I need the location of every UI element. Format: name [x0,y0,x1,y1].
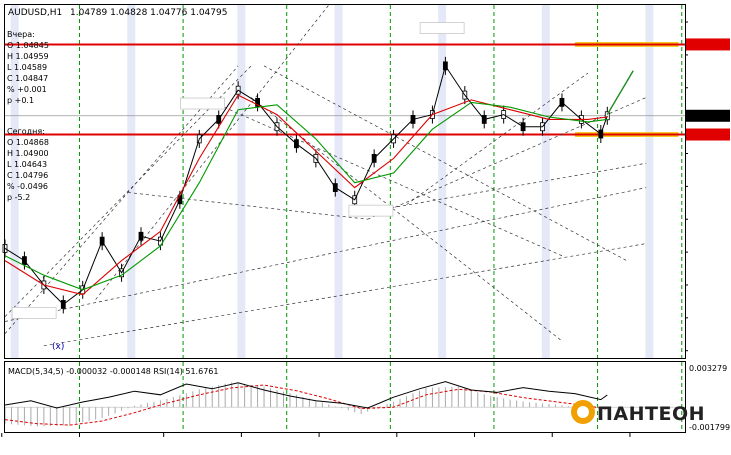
price-axis [685,21,730,352]
horizontal-levels [5,43,685,136]
today-low: L 1.04643 [7,160,47,169]
trend-line [263,65,627,261]
logo-text: ПАНТЕОН [597,403,705,425]
today-close: C 1.04796 [7,171,48,180]
logo-sun-core-icon [577,406,589,418]
session-band [334,5,343,358]
session-band [438,5,447,358]
annotation-box [11,306,57,319]
price-label-box [686,128,730,141]
main-panel-frame [4,4,686,359]
pantheon-logo: ПАНТЕОН [571,400,705,425]
rsi-line [4,381,608,409]
ohlc-readout: 1.04789 1.04828 1.04776 1.04795 [70,8,227,18]
yesterday-title: Вчера: [7,30,35,39]
indicator-bottom-value: -0.001799 [689,423,730,432]
yesterday-pct: % +0.001 [7,85,47,94]
trend-line [128,192,368,220]
price-label-box [686,109,730,122]
indicator-top-value: 0.003279 [689,364,727,373]
today-pips: p -5.2 [7,193,30,202]
price-label-box [686,38,730,51]
forecast-arrow [606,70,634,115]
time-axis [1,433,631,437]
annotation-box [348,204,394,217]
today-info: Сегодня: O 1.04868 H 1.04900 L 1.04643 C… [7,127,49,202]
session-band [645,5,654,358]
yesterday-high: H 1.04959 [7,52,49,61]
trend-line [406,72,589,205]
cross-marker: (x) [52,342,64,352]
session-band [541,5,550,358]
annotation-box [419,22,465,34]
yesterday-info: Вчера: O 1.04845 H 1.04959 L 1.04589 C 1… [7,30,49,105]
session-bands [10,5,654,358]
today-pct: % -0.0496 [7,182,48,191]
indicator-panel-frame [4,361,686,433]
price-annotations [11,22,465,319]
yesterday-low: L 1.04589 [7,63,47,72]
session-band [10,5,19,358]
price-series-group [2,56,634,314]
price-series-line [4,64,608,306]
trend-line [4,65,239,334]
yesterday-close: C 1.04847 [7,74,48,83]
trend-line [4,65,252,317]
today-title: Сегодня: [7,127,45,136]
annotation-box [180,97,225,110]
macd-panel [4,381,685,427]
vertical-grid [78,5,683,432]
symbol-label: AUDUSD,H1 [8,8,62,18]
ma-green-line [4,101,608,291]
ma-red-line [4,94,608,296]
today-open: O 1.04868 [7,138,49,147]
yesterday-open: O 1.04845 [7,41,49,50]
yesterday-pips: p +0.1 [7,96,34,105]
session-band [237,5,246,358]
trend-line [367,162,647,213]
today-high: H 1.04900 [7,149,49,158]
trend-line [4,187,647,322]
indicator-label: MACD(5,34,5) -0.000032 -0.000148 RSI(14)… [8,367,218,376]
session-band [127,5,136,358]
